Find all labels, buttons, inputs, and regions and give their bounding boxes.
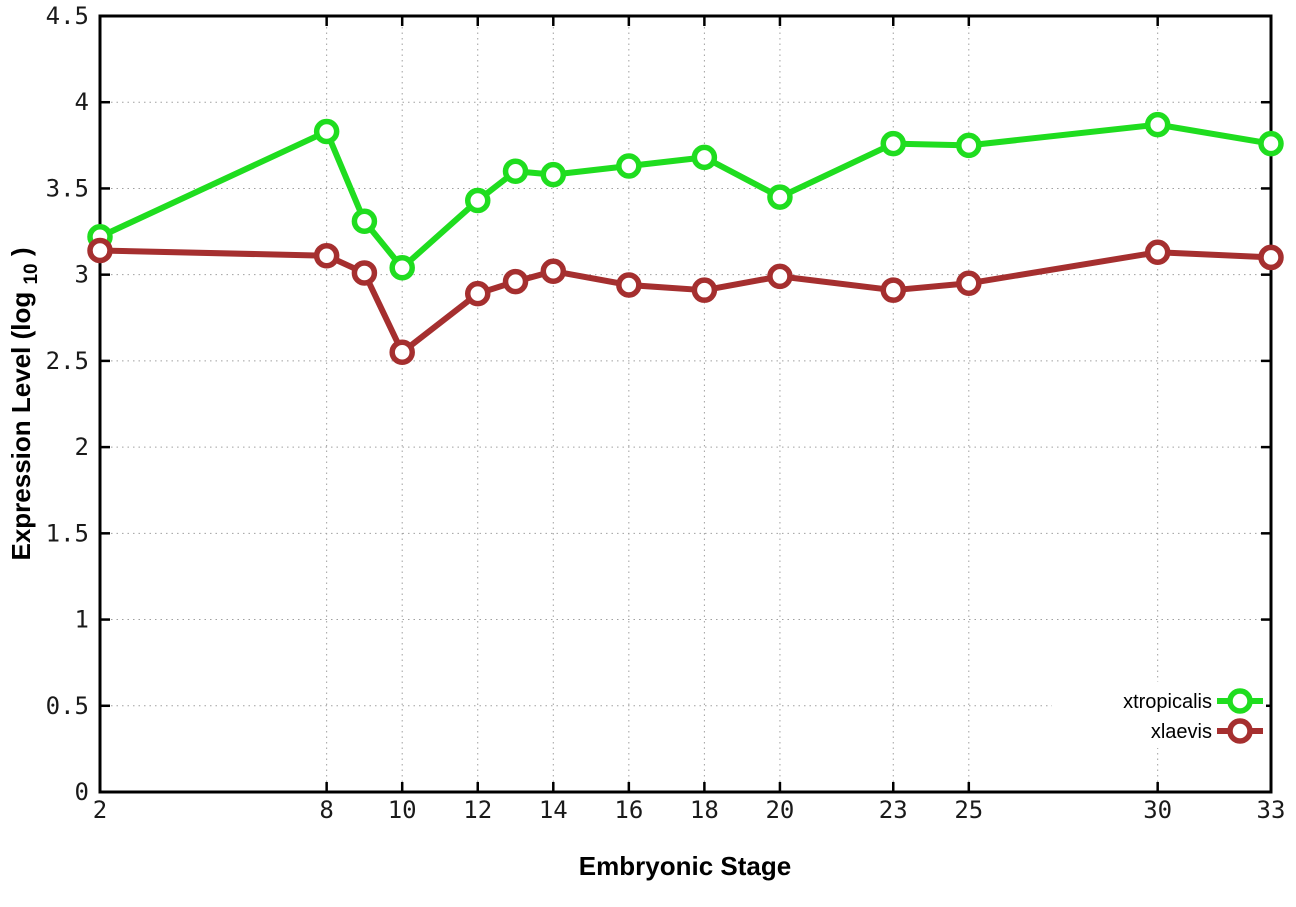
x-tick-label: 14 [539,796,568,824]
series-line-xtropicalis [97,121,1274,271]
data-point-xtropicalis [956,132,982,159]
x-tick-label: 30 [1143,796,1172,824]
data-point-xlaevis [1144,239,1171,265]
data-point-xtropicalis [540,161,567,188]
y-axis-title-subscript: 10 [21,263,42,284]
data-point-xlaevis [880,277,907,303]
data-point-xlaevis [691,277,718,303]
data-point-xtropicalis [1258,130,1284,157]
data-point-xlaevis [313,242,340,269]
y-tick-label: 0.5 [46,692,89,720]
y-tick-label: 2.5 [46,347,89,375]
tick-marks [98,14,1273,794]
data-point-xlaevis [87,237,113,264]
x-tick-label: 23 [879,796,908,824]
y-tick-label: 1.5 [46,519,89,547]
data-point-xlaevis [956,270,982,297]
y-axis-title: Expression Level (log 10 ) [6,247,43,560]
x-tick-label: 16 [614,796,643,824]
legend-label-xtropicalis: xtropicalis [1123,691,1212,713]
y-tick-label: 2 [75,433,89,461]
y-axis-title-end: ) [6,247,36,256]
legend-label-xlaevis: xlaevis [1151,721,1212,743]
x-tick-label: 2 [93,796,107,824]
plot-border [98,14,1273,794]
y-axis-title-main: Expression Level (log [6,292,36,561]
data-point-xlaevis [351,260,378,286]
y-tick-label: 4 [75,88,89,116]
data-point-xtropicalis [767,184,793,210]
x-tick-label: 18 [690,796,719,824]
series-line-xlaevis [97,247,1274,356]
x-tick-label: 12 [463,796,492,824]
y-tick-label: 0 [75,778,89,806]
y-tick-label: 4.5 [46,2,89,30]
series-xlaevis [87,237,1284,366]
data-point-xtropicalis [616,153,642,179]
x-tick-label: 20 [765,796,794,824]
x-tick-label: 10 [388,796,417,824]
data-point-xlaevis [540,258,567,284]
y-tick-label: 3.5 [46,174,89,202]
data-point-xtropicalis [351,208,378,234]
x-axis-title: Embryonic Stage [579,851,791,881]
data-point-xlaevis [464,280,491,307]
data-point-xlaevis [502,268,529,295]
legend-item-xlaevis: xlaevis [1151,718,1263,744]
tick-labels: 2 8 10 12 14 16 18 20 23 25 30 33 0 0.5 1 1.5 2 2.5 3 3.5 4 4… [46,2,1286,824]
data-point-xlaevis [389,339,415,366]
legend-sample-marker-xlaevis [1227,718,1253,744]
data-point-xlaevis [616,272,642,298]
legend: xtropicalis xlaevis [1052,682,1266,748]
y-tick-label: 3 [75,261,89,289]
legend-sample-marker-xtropicalis [1227,688,1253,714]
series-xtropicalis [87,111,1284,281]
series-lines [87,111,1284,366]
y-tick-label: 1 [75,606,89,634]
data-point-xtropicalis [464,187,491,214]
legend-item-xtropicalis: xtropicalis [1123,688,1263,714]
x-tick-label: 33 [1257,796,1286,824]
data-point-xtropicalis [691,144,718,171]
data-point-xtropicalis [880,130,907,157]
data-point-xtropicalis [1144,111,1171,138]
data-point-xtropicalis [313,118,340,145]
data-point-xtropicalis [502,158,529,184]
x-tick-label: 8 [319,796,333,824]
data-point-xlaevis [1258,244,1284,271]
x-tick-label: 25 [954,796,983,824]
data-point-xtropicalis [389,255,415,281]
data-point-xlaevis [767,263,793,290]
